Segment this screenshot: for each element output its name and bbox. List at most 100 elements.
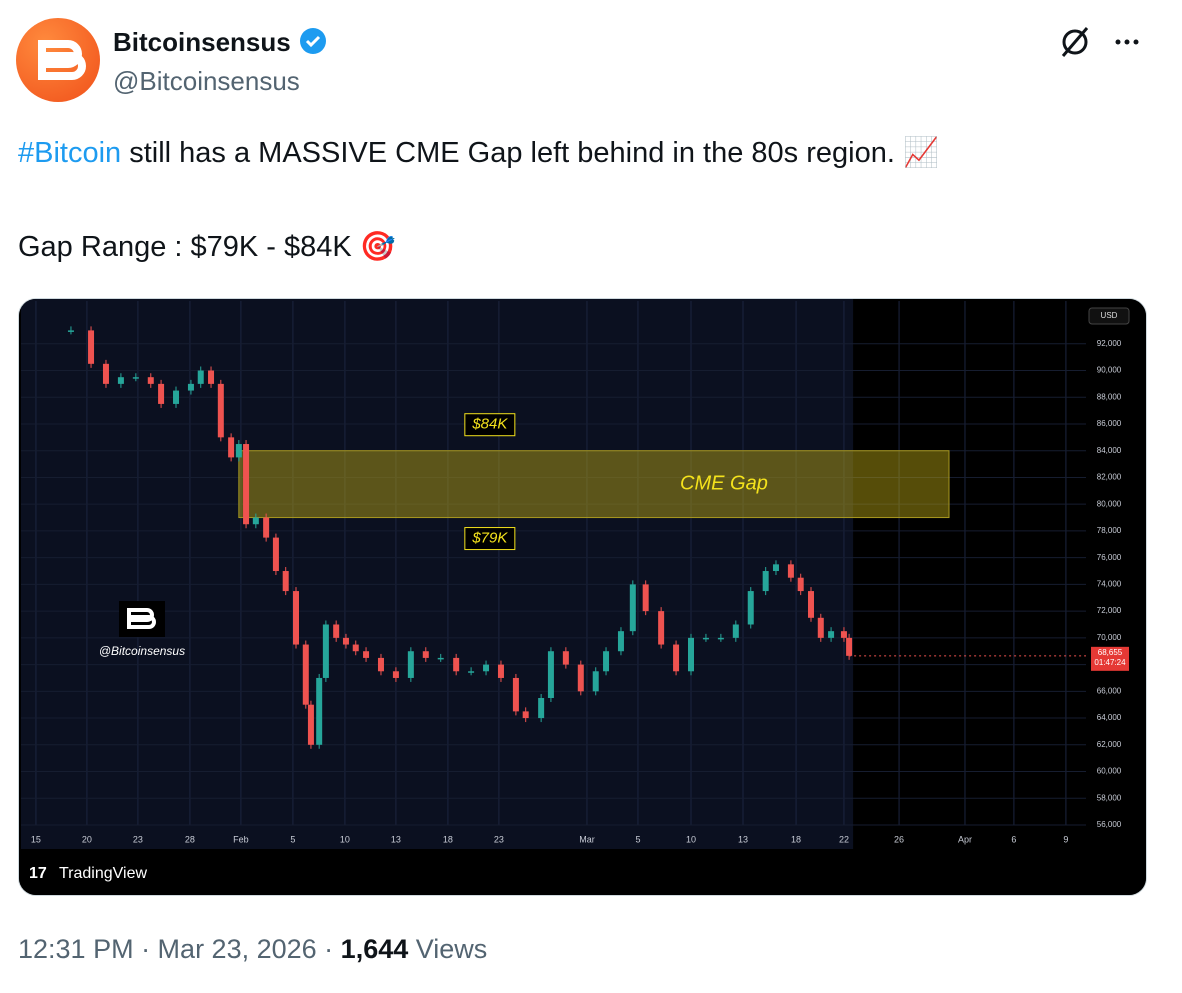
candle (772, 564, 779, 572)
candle (342, 637, 349, 645)
candle (352, 644, 359, 652)
candle (158, 383, 165, 404)
avatar[interactable] (16, 18, 100, 102)
candle (577, 664, 584, 692)
candle (307, 704, 314, 745)
candle (147, 377, 154, 384)
candle (243, 444, 250, 525)
y-tick-label: 82,000 (1097, 473, 1122, 482)
views-label: Views (415, 934, 488, 964)
candle (840, 631, 847, 638)
last-price-box (1091, 646, 1129, 671)
candle (102, 363, 109, 384)
x-tick-label: 22 (839, 834, 849, 844)
x-tick-label: 9 (1063, 834, 1068, 844)
author-handle[interactable]: @Bitcoinsensus (113, 66, 300, 96)
candle (747, 591, 754, 625)
y-tick-label: 86,000 (1097, 419, 1122, 428)
x-tick-label: 26 (894, 834, 904, 844)
candle (617, 631, 624, 652)
timestamp[interactable]: 12:31 PM · Mar 23, 2026 · (18, 934, 334, 964)
y-tick-label: 92,000 (1097, 339, 1122, 348)
candle (629, 584, 636, 632)
watermark-b (127, 608, 156, 629)
candle (562, 651, 569, 665)
candle (603, 651, 610, 672)
y-tick-label: 76,000 (1097, 553, 1122, 562)
candle (592, 671, 599, 692)
author-name[interactable]: Bitcoinsensus (113, 26, 328, 58)
candle (208, 370, 215, 384)
watermark: @Bitcoinsensus (99, 644, 185, 658)
y-tick-label: 70,000 (1097, 633, 1122, 642)
gap-label: CME Gap (680, 472, 768, 494)
x-tick-label: 10 (686, 834, 696, 844)
candle (658, 611, 665, 645)
candle (132, 377, 139, 379)
candle (797, 577, 804, 592)
candle (547, 651, 554, 699)
gap-high-label: $84K (471, 416, 508, 433)
header-icons[interactable] (1055, 24, 1145, 60)
y-tick-label: 84,000 (1097, 446, 1122, 455)
candle (263, 517, 270, 538)
y-tick-label: 58,000 (1097, 793, 1122, 802)
x-tick-label: Mar (579, 834, 595, 844)
verified-badge (299, 28, 326, 54)
y-tick-label: 60,000 (1097, 767, 1122, 776)
candle (272, 537, 279, 572)
candle (512, 677, 519, 712)
x-tick-label: 13 (391, 834, 401, 844)
chart-card[interactable]: 15 20 23 28 Feb 5 10 13 18 23 Mar 5 10 13 18 22 26 Apr 6 9 5… (18, 298, 1147, 896)
candle (468, 671, 475, 673)
candle (422, 651, 429, 658)
candle (702, 637, 709, 640)
x-tick-label: 23 (494, 834, 504, 844)
candle (437, 657, 444, 660)
branding: TradingView (59, 865, 147, 882)
y-tick-label: 64,000 (1097, 713, 1122, 722)
candle (453, 657, 460, 672)
x-tick-label: Apr (958, 834, 972, 844)
candle (407, 651, 414, 678)
y-tick-label: 80,000 (1097, 499, 1122, 508)
candle (333, 624, 340, 638)
gap-low-box (464, 527, 516, 551)
candle (217, 383, 224, 438)
candle (293, 591, 300, 645)
y-tick-label: 90,000 (1097, 366, 1122, 375)
candle (67, 330, 74, 332)
x-tick-label: 5 (290, 834, 295, 844)
y-tick-label: 62,000 (1097, 740, 1122, 749)
candle (235, 444, 242, 458)
currency: USD (1101, 311, 1118, 320)
y-tick-label: 72,000 (1097, 606, 1122, 615)
candle (762, 571, 769, 592)
tweet-text: still has a MASSIVE CME Gap left behind … (129, 137, 940, 169)
candle (717, 637, 724, 640)
x-tick-label: 18 (443, 834, 453, 844)
currency-box (1088, 307, 1130, 325)
x-tick-label: 6 (1011, 834, 1016, 844)
hashtag[interactable]: #Bitcoin (18, 137, 122, 169)
y-tick-label: 74,000 (1097, 579, 1122, 588)
candle (522, 711, 529, 719)
x-tick-label: 18 (791, 834, 801, 844)
candle (197, 370, 204, 384)
candle (173, 390, 180, 404)
y-tick-label: 56,000 (1097, 820, 1122, 829)
candle (88, 330, 95, 364)
x-tick-label: 5 (635, 834, 640, 844)
candle (228, 437, 235, 458)
x-tick-label: 23 (133, 834, 143, 844)
candle (322, 624, 329, 678)
author-name-text: Bitcoinsensus (113, 27, 291, 57)
candle (302, 644, 309, 705)
candle (732, 624, 739, 638)
candle (807, 591, 814, 618)
x-tick-label: Feb (233, 834, 249, 844)
candle (282, 571, 289, 592)
gap-high-box (464, 413, 516, 437)
x-tick-label: 15 (31, 834, 41, 844)
tweet-line: Gap Range : $79K - $84K 🎯 (18, 231, 396, 263)
